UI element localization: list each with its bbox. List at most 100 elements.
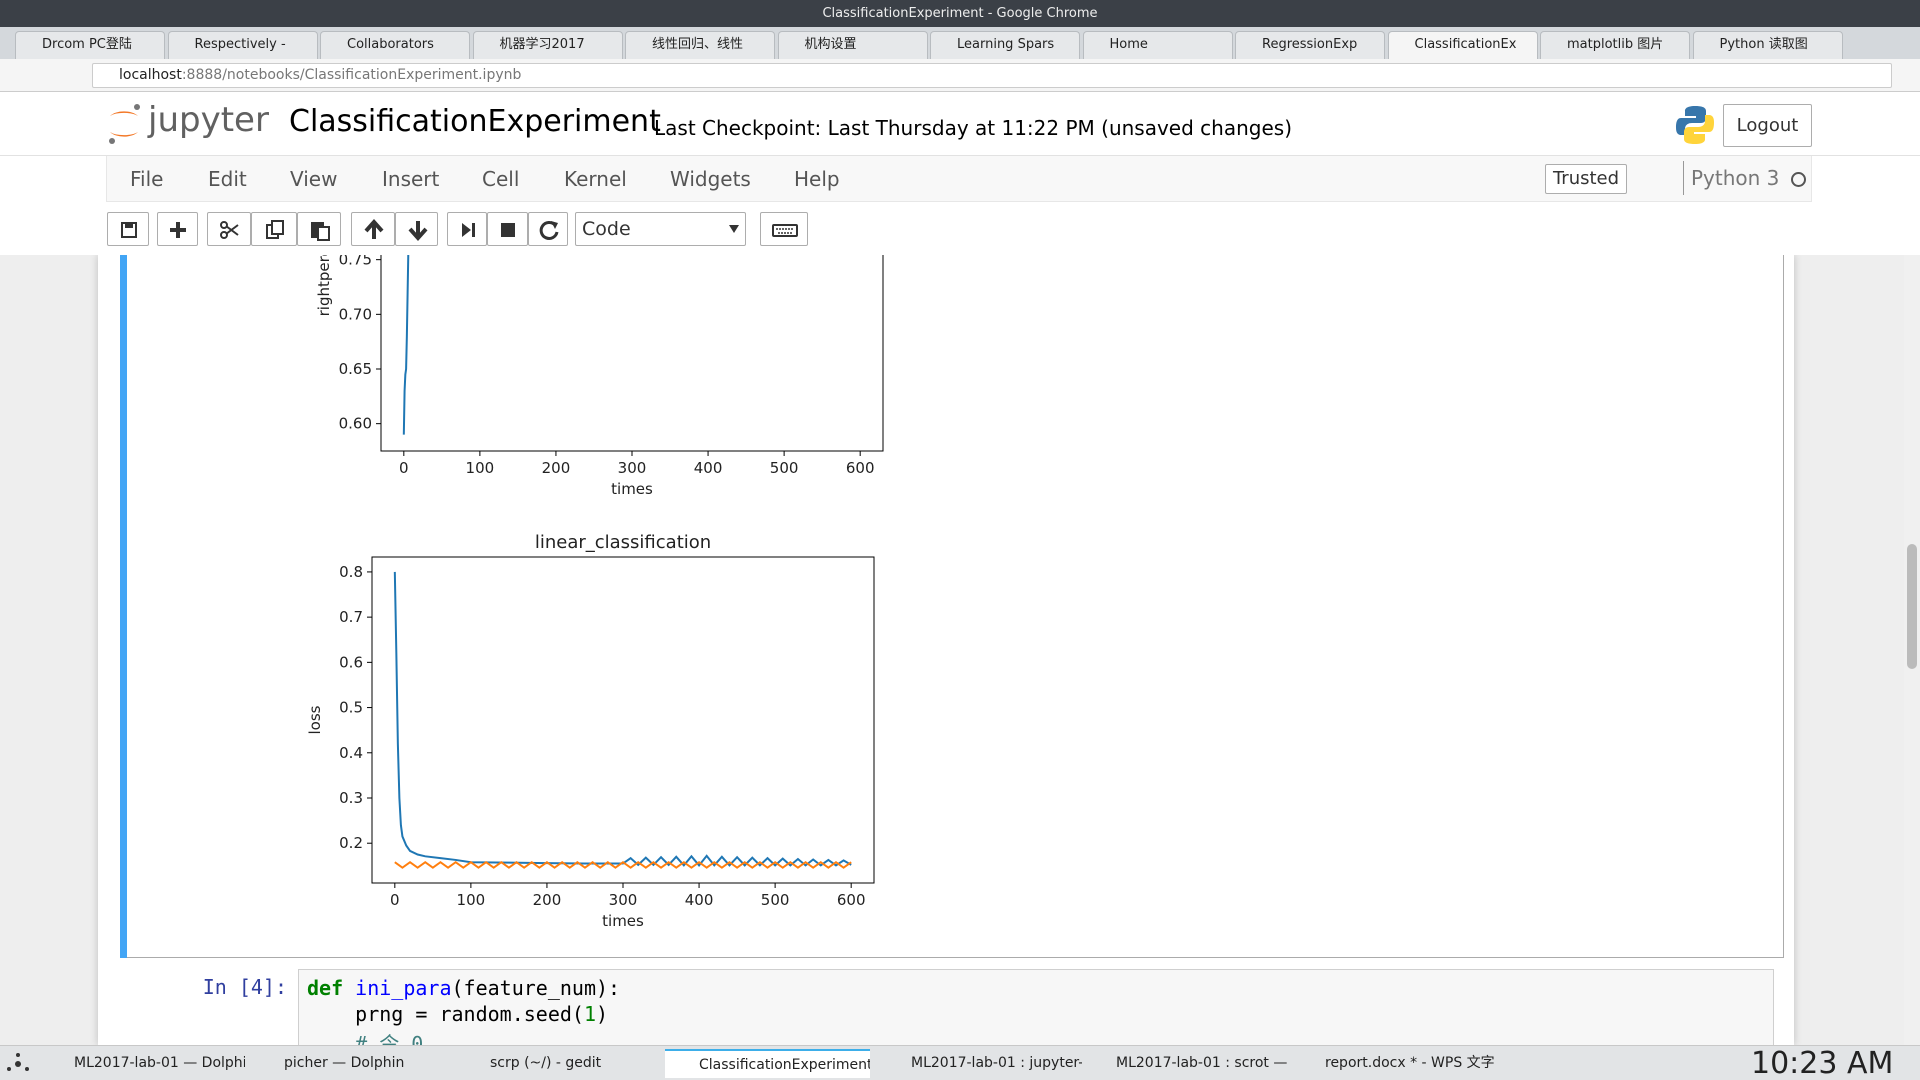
browser-tab[interactable]: Home	[1082, 31, 1233, 59]
plot-background	[372, 557, 874, 883]
cell-selection-bar	[120, 255, 127, 958]
save-button[interactable]	[107, 212, 149, 246]
url-field[interactable]: localhost:8888/notebooks/ClassificationE…	[92, 63, 1892, 88]
chart-title: linear_classification	[535, 532, 711, 553]
x-tick-label: 600	[837, 891, 866, 909]
y-tick-label: 0.7	[339, 608, 363, 626]
browser-tab[interactable]: Collaborators	[320, 31, 470, 59]
task-item[interactable]: scrp (~/) - gedit	[490, 1055, 602, 1071]
menu-item[interactable]: View	[290, 167, 338, 191]
scrollbar-thumb[interactable]	[1907, 544, 1917, 669]
data-line	[394, 860, 852, 869]
x-axis-label: times	[611, 480, 653, 498]
x-tick-label: 500	[761, 891, 790, 909]
run-button[interactable]	[447, 212, 487, 246]
browser-tab[interactable]: RegressionExp	[1235, 31, 1385, 59]
y-tick-label: 0.3	[339, 789, 363, 807]
y-tick-label: 0.8	[339, 563, 363, 581]
browser-tab[interactable]: 线性回归、线性	[625, 31, 775, 59]
x-tick-label: 500	[770, 459, 799, 477]
dropdown-arrow	[729, 225, 739, 233]
url-path: :8888/notebooks/ClassificationExperiment…	[181, 67, 522, 83]
logout-button[interactable]: Logout	[1723, 104, 1812, 147]
code-input[interactable]: def ini_para(feature_num): prng = random…	[298, 969, 1774, 1045]
plot-background	[381, 255, 883, 451]
data-line	[402, 255, 410, 435]
notebook-name[interactable]: ClassificationExperiment	[289, 104, 661, 139]
y-tick-label: 0.2	[339, 834, 363, 852]
move-down-button[interactable]	[395, 212, 438, 246]
menu-item[interactable]: Cell	[482, 167, 520, 191]
restart-button[interactable]	[528, 212, 568, 246]
task-item[interactable]: ML2017-lab-01 — Dolphin	[74, 1055, 245, 1071]
browser-tab[interactable]: Respectively -	[167, 31, 318, 59]
jupyter-logo[interactable]: jupyter	[148, 100, 269, 140]
clock: 10:23 AM	[1751, 1046, 1894, 1080]
task-item[interactable]: ClassificationExperiment -...	[665, 1049, 870, 1078]
plot-frame	[380, 255, 884, 452]
interrupt-button[interactable]	[487, 212, 528, 246]
x-tick-label: 600	[846, 459, 875, 477]
copy-button[interactable]	[251, 212, 297, 246]
y-tick-label: 0.70	[339, 305, 372, 323]
jupyter-header: jupyter ClassificationExperiment Last Ch…	[0, 92, 1920, 156]
x-tick-label: 400	[694, 459, 723, 477]
app-launcher[interactable]	[6, 1052, 30, 1076]
x-tick-label: 300	[618, 459, 647, 477]
menu-item[interactable]: Kernel	[564, 167, 627, 191]
x-tick-label: 0	[390, 891, 400, 909]
browser-tab[interactable]: Drcom PC登陆	[15, 31, 165, 59]
browser-tab[interactable]: Learning Spars	[930, 31, 1080, 59]
y-axis-label: rightpercent	[315, 255, 333, 316]
menu-item[interactable]: Insert	[382, 167, 440, 191]
x-tick-label: 400	[685, 891, 714, 909]
kernel-status	[1791, 172, 1806, 187]
y-tick-label: 0.65	[339, 360, 372, 378]
menu-item[interactable]: File	[130, 167, 164, 191]
menu-bar: Trusted Python 3 File Edit View Insert Cell K…	[106, 156, 1812, 202]
y-tick-label: 0.5	[339, 699, 363, 717]
x-tick-label: 300	[609, 891, 638, 909]
cut-button[interactable]	[207, 212, 251, 246]
python-logo	[1676, 106, 1714, 144]
code-token: # 令 0	[355, 1032, 424, 1045]
menu-item[interactable]: Widgets	[670, 167, 751, 191]
output-plots: 0 100 200 300 400 500 6000.600.650.700.75times…	[306, 255, 884, 930]
task-item[interactable]: ML2017-lab-01 : scrot — K...	[1116, 1055, 1287, 1071]
scrollbar[interactable]	[1904, 255, 1920, 1045]
task-item[interactable]: ML2017-lab-01 : jupyter-n...	[911, 1055, 1082, 1071]
x-axis-label: times	[602, 912, 644, 930]
browser-tab[interactable]: Python 读取图	[1692, 31, 1843, 59]
y-tick-label: 0.4	[339, 744, 363, 762]
cell-type-select[interactable]: Code	[575, 212, 746, 246]
menu-item[interactable]: Help	[794, 167, 840, 191]
kernel-name: Python 3	[1691, 166, 1780, 190]
insert-cell-button[interactable]	[157, 212, 198, 246]
code-token: def	[307, 976, 344, 1000]
url-host: localhost	[119, 67, 182, 83]
browser-tab[interactable]: ClassificationEx	[1387, 31, 1538, 59]
task-item[interactable]: picher — Dolphin	[284, 1055, 405, 1071]
checkpoint: Last Checkpoint: Last Thursday at 11:22 …	[654, 116, 1292, 140]
plot-frame	[371, 556, 875, 884]
browser-tab[interactable]: matplotlib 图片	[1540, 31, 1690, 59]
code-token: 1	[583, 1002, 596, 1026]
browser-tab[interactable]: 机器学习2017	[472, 31, 623, 59]
notebook-area: 0 100 200 300 400 500 600 0.60 0.65 0.70 0.75 times…	[0, 255, 1920, 1045]
code-token: ini_para	[355, 976, 452, 1000]
code-line: prng = random.seed(1)	[307, 1002, 609, 1026]
paste-button[interactable]	[297, 212, 341, 246]
move-up-button[interactable]	[351, 212, 395, 246]
x-tick-label: 200	[533, 891, 562, 909]
browser-tab[interactable]: 机构设置	[777, 31, 928, 59]
code-line: def ini_para(feature_num):	[307, 976, 621, 1000]
trusted-indicator[interactable]: Trusted	[1545, 164, 1627, 194]
menu-item[interactable]: Edit	[208, 167, 247, 191]
code-line: # 令 0	[307, 1028, 423, 1045]
y-tick-label: 0.6	[339, 653, 363, 671]
address-bar: localhost:8888/notebooks/ClassificationE…	[0, 59, 1920, 92]
command-palette-button[interactable]	[760, 212, 808, 246]
y-tick-label: 0.75	[339, 255, 372, 269]
task-item[interactable]: report.docx * - WPS 文字	[1325, 1055, 1495, 1071]
